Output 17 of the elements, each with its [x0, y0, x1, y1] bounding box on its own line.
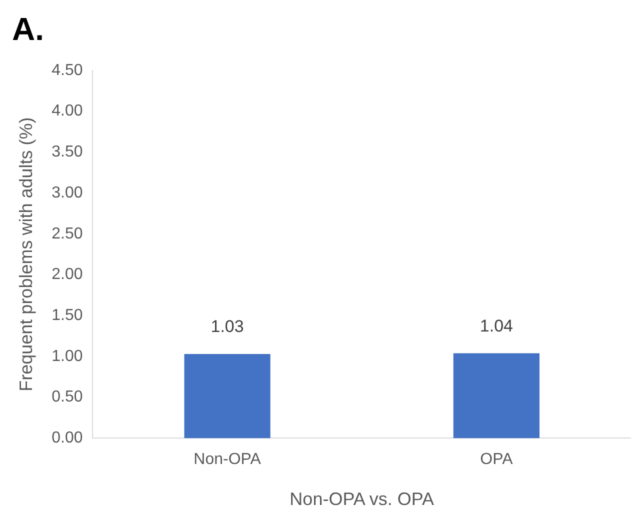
y-axis-title: Frequent problems with adults (%)	[16, 117, 36, 392]
y-tick-label: 2.00	[52, 266, 83, 284]
y-tick-label: 1.00	[52, 348, 83, 365]
y-tick-label: 0.00	[52, 430, 83, 447]
x-tick-label: OPA	[480, 451, 514, 468]
data-label: 1.03	[210, 317, 244, 336]
data-label: 1.04	[480, 316, 513, 336]
chart-title: A.	[12, 11, 44, 48]
y-tick-label: 4.50	[52, 62, 83, 79]
y-tick-label: 0.50	[52, 388, 83, 406]
y-tick-label: 3.00	[52, 184, 83, 202]
y-tick-label: 2.50	[52, 225, 83, 242]
x-tick-label: Non-OPA	[194, 451, 262, 468]
y-tick-label: 1.50	[52, 307, 83, 324]
x-axis-title: Non-OPA vs. OPA	[290, 489, 434, 510]
y-tick-label: 4.00	[52, 102, 83, 120]
y-tick-label: 3.50	[52, 144, 83, 161]
